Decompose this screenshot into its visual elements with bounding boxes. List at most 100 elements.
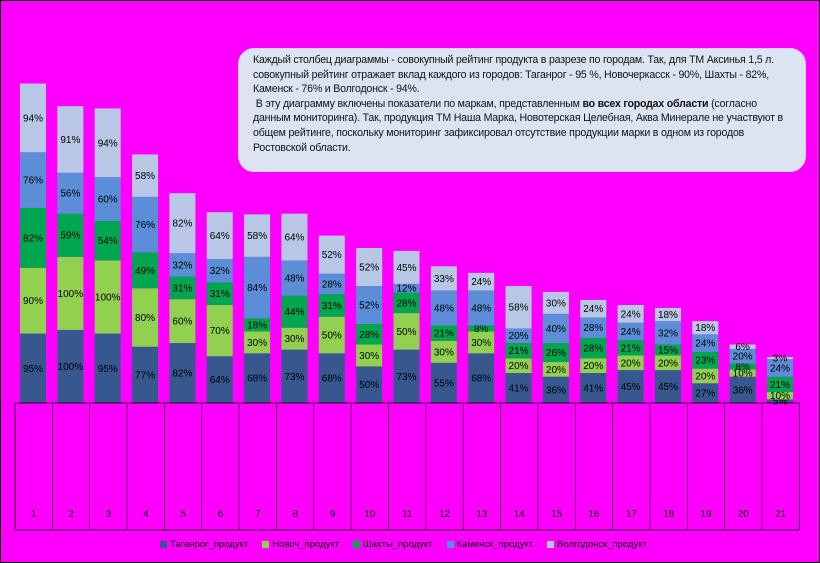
data-label: 49% — [135, 266, 155, 277]
category-label: 7 — [255, 509, 261, 520]
bar-segment — [430, 340, 457, 363]
bar-segment — [169, 343, 196, 403]
bar-segment — [430, 266, 457, 291]
data-label: 58% — [509, 303, 529, 314]
bar-segment — [281, 260, 308, 296]
bar-segment — [20, 267, 46, 334]
data-label: 90% — [23, 296, 43, 307]
legend-label: Шахты_продукт — [362, 539, 433, 550]
bar-segment — [430, 362, 457, 403]
data-label: 30% — [359, 351, 379, 362]
data-label: 20% — [621, 358, 641, 369]
bar-segment — [430, 325, 457, 341]
data-label: 48% — [471, 303, 491, 314]
data-label: 30% — [434, 347, 454, 358]
bar-segment — [430, 290, 457, 326]
data-label: 24% — [621, 309, 641, 320]
data-label: 82% — [23, 233, 43, 244]
bar-segment — [505, 358, 532, 374]
data-label: 24% — [583, 304, 603, 315]
data-label: 76% — [135, 220, 155, 231]
bar-segment — [393, 250, 420, 284]
legend-swatch — [262, 541, 270, 548]
legend-item: Волгодонск_продукт — [546, 539, 647, 550]
category-label: 9 — [330, 509, 336, 520]
bar-segment — [617, 370, 644, 403]
bar-segment — [767, 376, 793, 393]
bar-segment — [729, 348, 756, 364]
data-label: 76% — [23, 176, 43, 187]
bar-segment — [654, 370, 681, 403]
data-label: 84% — [247, 283, 267, 294]
annotation-callout: Каждый столбец диаграммы - совокупный ре… — [238, 48, 806, 172]
data-label: 94% — [98, 138, 118, 149]
bar-segment — [580, 358, 607, 374]
data-label: 20% — [658, 358, 678, 369]
data-label: 50% — [359, 380, 379, 391]
data-label: 52% — [359, 263, 379, 274]
data-label: 52% — [322, 250, 342, 261]
data-label: 8% — [474, 324, 489, 335]
bar-segment — [542, 291, 569, 314]
data-label: 30% — [471, 338, 491, 349]
data-label: 24% — [621, 327, 641, 338]
data-label: 45% — [396, 263, 416, 274]
data-label: 20% — [509, 361, 529, 372]
category-label: 11 — [402, 509, 413, 520]
data-label: 27% — [695, 389, 715, 400]
data-label: 41% — [509, 384, 529, 395]
data-label: 36% — [733, 385, 753, 396]
bar-segment — [505, 343, 532, 359]
legend-swatch — [160, 541, 167, 548]
data-label: 100% — [58, 289, 84, 300]
category-label: 13 — [476, 509, 488, 520]
data-label: 23% — [695, 356, 715, 367]
bar-segment — [281, 349, 308, 403]
data-label: 32% — [210, 266, 230, 277]
bar-segment — [132, 346, 159, 403]
bar-segment — [468, 331, 495, 354]
data-label: 15% — [658, 346, 678, 357]
bar-segment — [244, 331, 271, 354]
data-label: 48% — [284, 273, 304, 284]
data-label: 82% — [172, 369, 192, 380]
data-label: 20% — [733, 352, 753, 363]
bar-segment — [542, 343, 569, 363]
bar-segment — [94, 108, 121, 178]
category-label: 6 — [218, 509, 224, 520]
data-label: 31% — [210, 289, 230, 300]
bar-segment — [393, 313, 420, 350]
category-label: 14 — [514, 509, 526, 520]
bar-segment — [206, 305, 233, 357]
data-label: 10% — [733, 369, 753, 380]
data-label: 50% — [396, 327, 416, 338]
data-label: 100% — [95, 293, 121, 304]
bar-segment — [244, 353, 271, 403]
data-label: 45% — [658, 382, 678, 393]
bar-segment — [244, 256, 271, 319]
bar-segment — [244, 214, 271, 257]
data-label: 45% — [621, 382, 641, 393]
legend-label: Волгодонск_продукт — [556, 539, 647, 550]
data-label: 18% — [658, 310, 678, 321]
data-label: 68% — [247, 374, 267, 385]
bar-segment — [468, 290, 495, 326]
data-label: 20% — [583, 361, 603, 372]
bar-segment — [729, 363, 756, 370]
bar-segment — [356, 366, 383, 403]
bar-segment — [654, 355, 681, 371]
bar-segment — [356, 344, 383, 367]
bar-segment — [132, 154, 159, 197]
bar-segment — [318, 273, 345, 295]
category-label: 21 — [775, 509, 787, 520]
data-label: 20% — [695, 371, 715, 382]
data-label: 21% — [770, 380, 790, 391]
data-label: 82% — [172, 219, 192, 230]
legend-swatch — [546, 541, 554, 548]
bar-segment — [318, 353, 345, 403]
bar-segment — [767, 399, 793, 403]
data-label: 24% — [695, 339, 715, 350]
bar-segment — [94, 177, 121, 221]
data-label: 52% — [359, 301, 379, 312]
bar-segment — [57, 172, 84, 214]
